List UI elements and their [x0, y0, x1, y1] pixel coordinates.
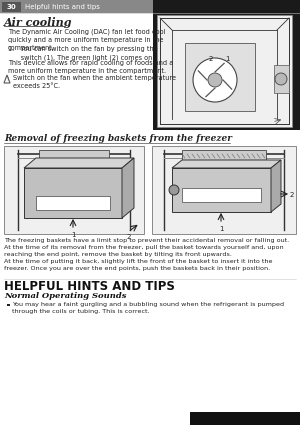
Text: 2: 2: [127, 234, 131, 240]
Text: 2: 2: [290, 192, 294, 198]
Bar: [190, 412, 300, 425]
Bar: [185, 43, 255, 111]
Text: The freezing baskets have a limit stop to prevent their accidental removal or fa: The freezing baskets have a limit stop t…: [4, 238, 289, 271]
Bar: [153, 0, 300, 13]
Circle shape: [169, 185, 179, 195]
Polygon shape: [24, 158, 134, 168]
Circle shape: [208, 73, 222, 87]
Text: Removal of freezing baskets from the freezer: Removal of freezing baskets from the fre…: [4, 134, 232, 143]
Text: !: !: [6, 77, 8, 82]
Bar: [39, 150, 109, 160]
Bar: [4, 146, 144, 234]
Polygon shape: [172, 160, 281, 168]
Bar: [36, 196, 110, 210]
Text: 1: 1: [225, 56, 230, 62]
Text: Normal Operating Sounds: Normal Operating Sounds: [4, 292, 127, 300]
Polygon shape: [122, 158, 134, 218]
Text: This device allows for rapid cooling of foods and a
more uniform temperature in : This device allows for rapid cooling of …: [8, 60, 173, 74]
Bar: [182, 150, 266, 160]
Text: The Dynamic Air Cooling (DAC) fan let food cool
quickly and a more uniform tempe: The Dynamic Air Cooling (DAC) fan let fo…: [8, 28, 166, 51]
Bar: [172, 168, 271, 212]
Text: 2: 2: [209, 56, 213, 62]
Polygon shape: [271, 160, 281, 212]
Circle shape: [193, 58, 237, 102]
Text: 1.   You can switch on the fan by pressing the
      switch (1). The green light: 1. You can switch on the fan by pressing…: [8, 46, 158, 61]
Text: Helpful hints and tips: Helpful hints and tips: [25, 4, 100, 10]
Text: You may hear a faint gurgling and a bubbling sound when the refrigerant is pumpe: You may hear a faint gurgling and a bubb…: [12, 302, 284, 314]
Text: 1: 1: [219, 226, 224, 232]
Bar: [2, 2, 21, 11]
Bar: [157, 15, 292, 127]
Bar: [0, 0, 300, 13]
Bar: [274, 65, 289, 93]
Bar: [152, 146, 296, 234]
Text: Switch on the fan when the ambient temperature
exceeds 25°C.: Switch on the fan when the ambient tempe…: [13, 75, 176, 89]
Circle shape: [275, 73, 287, 85]
Bar: [153, 0, 300, 130]
Bar: [24, 168, 122, 218]
Text: HELPFUL HINTS AND TIPS: HELPFUL HINTS AND TIPS: [4, 280, 175, 293]
Text: 1: 1: [71, 232, 76, 238]
Text: 30: 30: [7, 4, 16, 10]
Bar: [182, 188, 261, 202]
Text: Air cooling: Air cooling: [4, 17, 73, 28]
Bar: [7, 303, 10, 306]
